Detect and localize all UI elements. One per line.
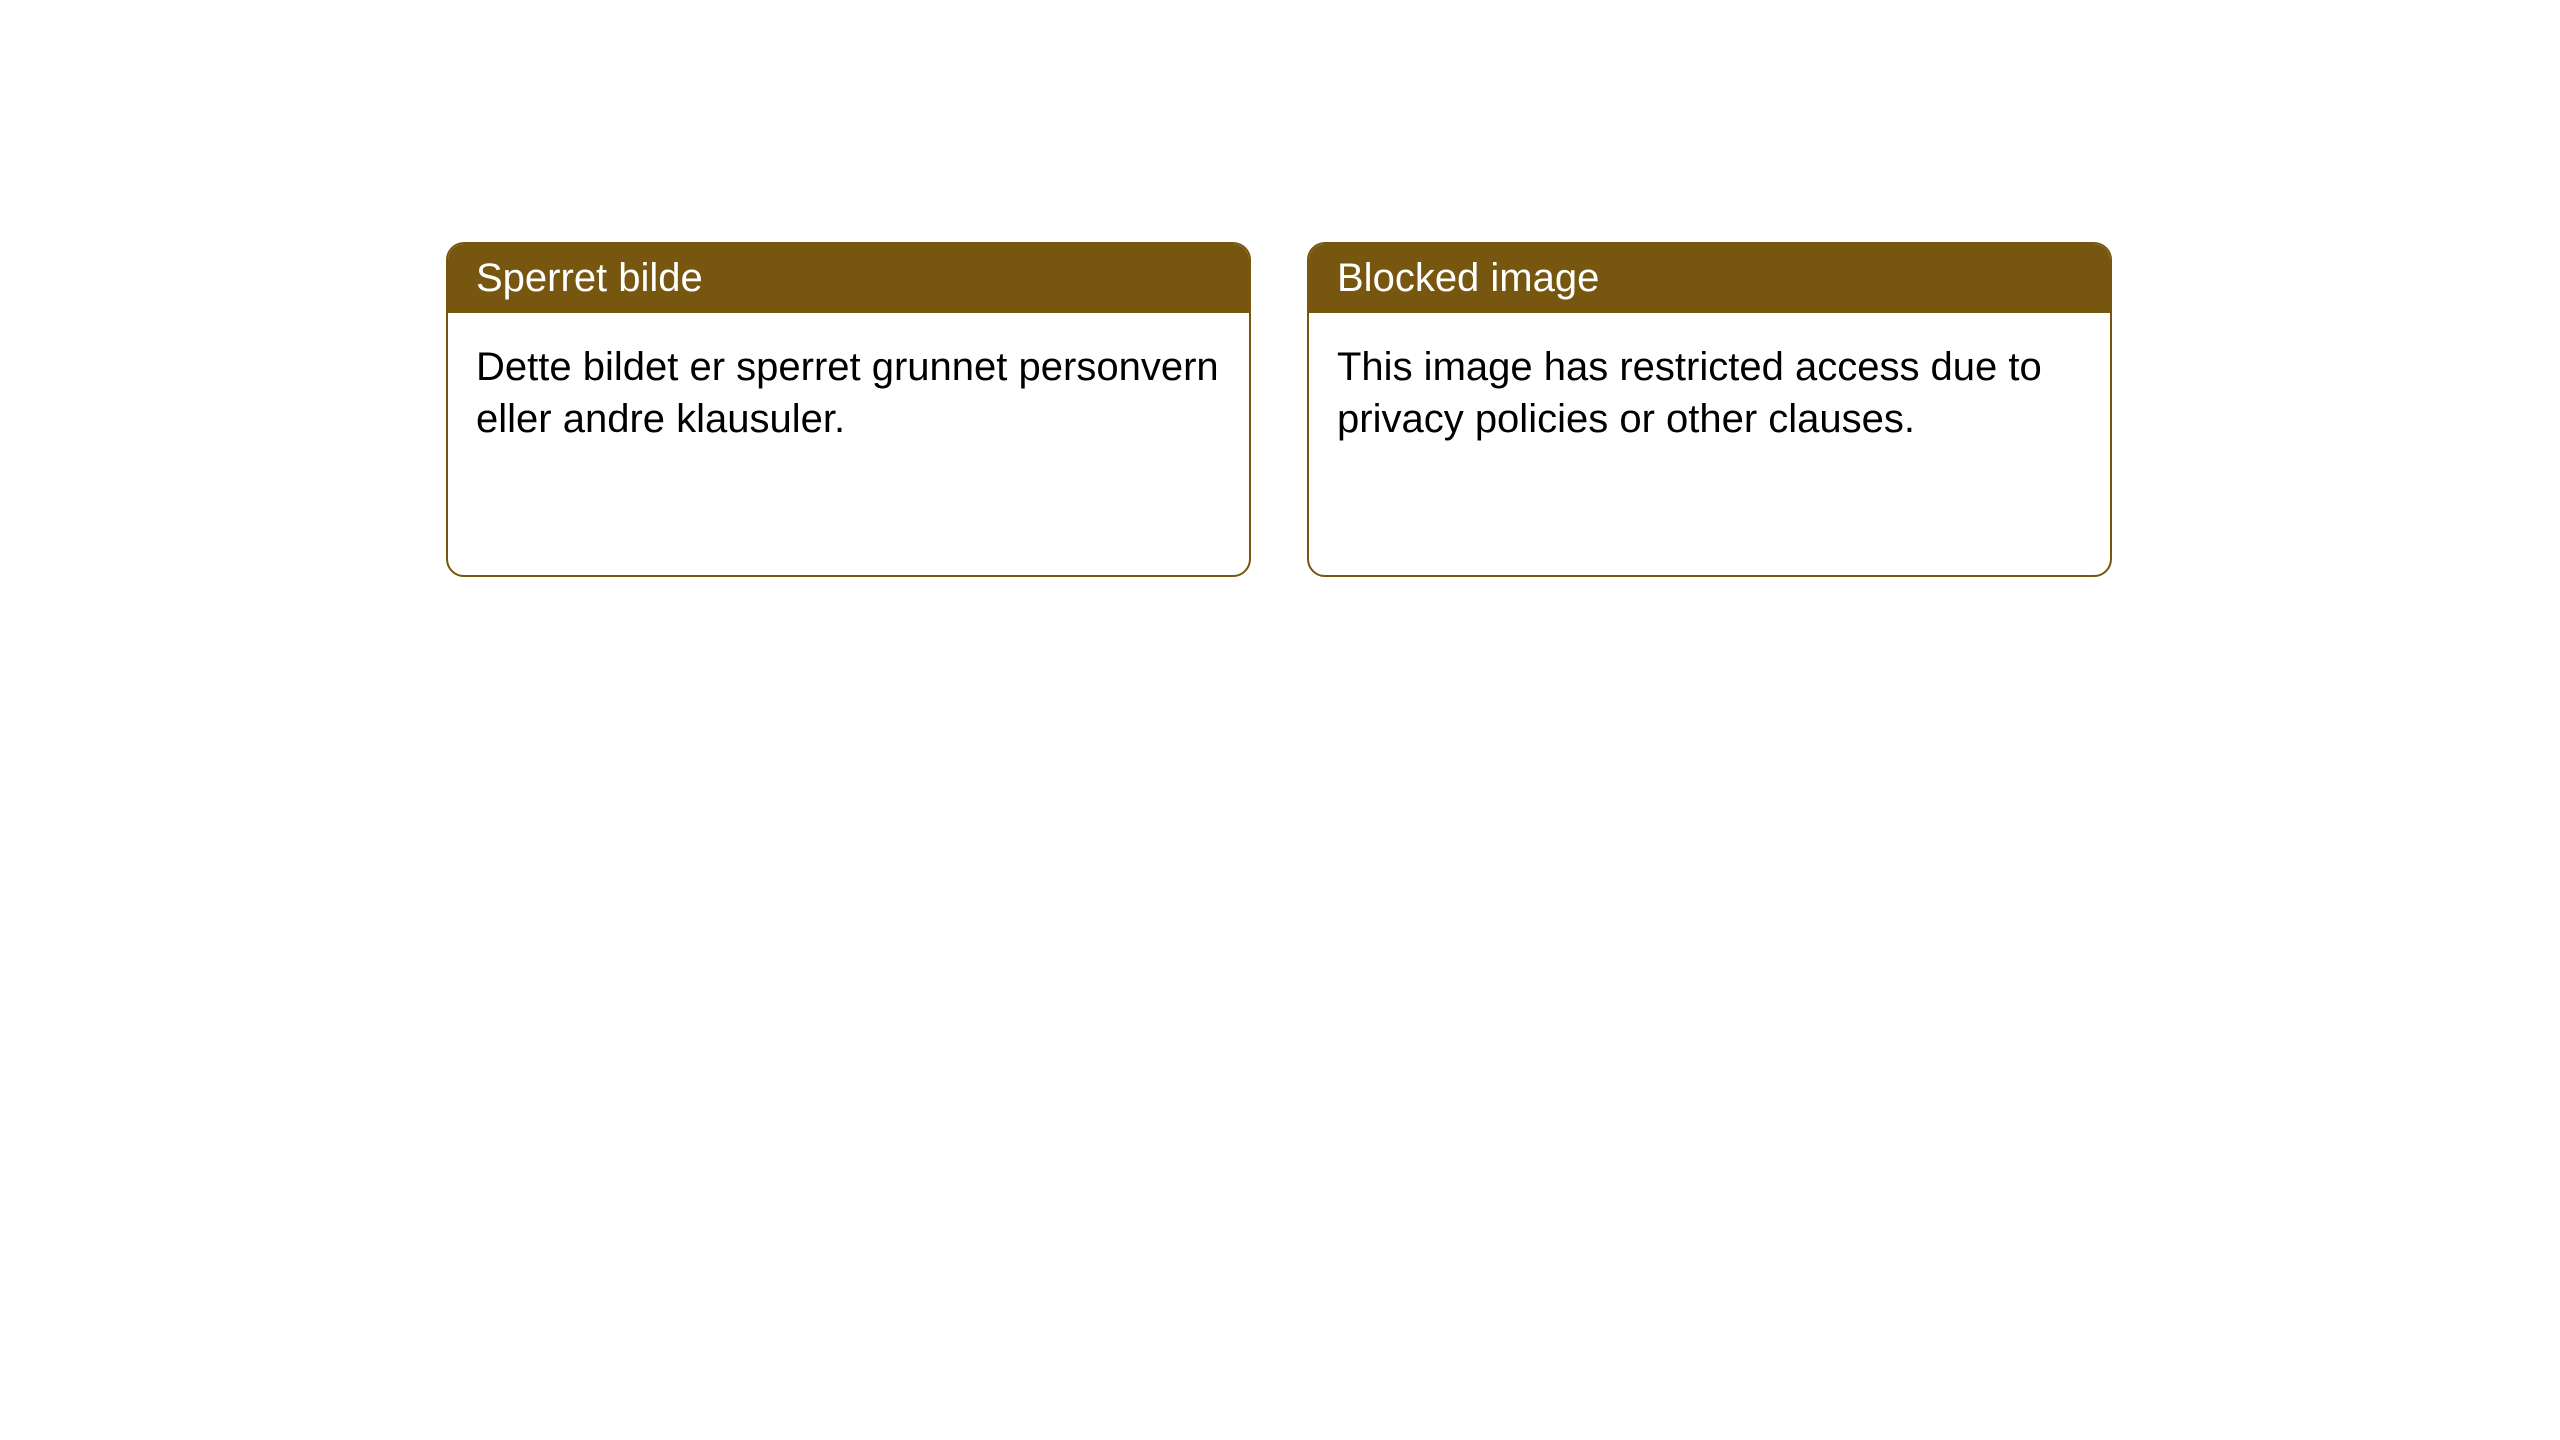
notice-container: Sperret bilde Dette bildet er sperret gr… xyxy=(0,0,2560,577)
notice-body: This image has restricted access due to … xyxy=(1309,313,2110,473)
notice-header: Sperret bilde xyxy=(448,244,1249,313)
notice-body: Dette bildet er sperret grunnet personve… xyxy=(448,313,1249,473)
notice-header: Blocked image xyxy=(1309,244,2110,313)
notice-card-english: Blocked image This image has restricted … xyxy=(1307,242,2112,577)
notice-card-norwegian: Sperret bilde Dette bildet er sperret gr… xyxy=(446,242,1251,577)
